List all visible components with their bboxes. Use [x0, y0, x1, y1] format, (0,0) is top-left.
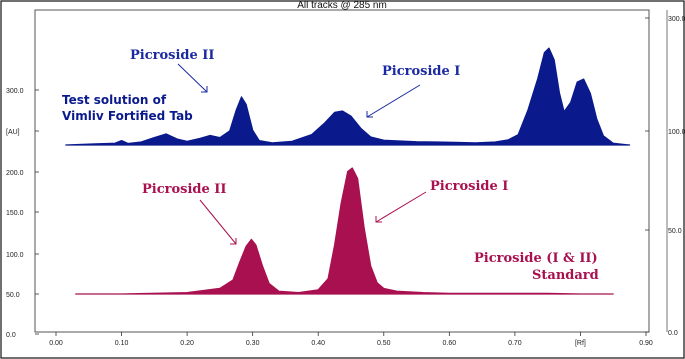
arrowhead-red-picroside-i — [375, 216, 382, 223]
y-right-tick-label: 300.0 — [668, 16, 685, 23]
arrow-blue-picroside-ii — [177, 63, 208, 93]
annotation-standard-line1: Picroside (I & II) — [474, 251, 598, 266]
annotation-blue-picroside-ii: Picroside II — [130, 48, 214, 63]
y-left-tick-label: 300.0 — [6, 88, 24, 95]
y-right-tick-label: 100.0 — [668, 129, 685, 136]
y-left-tick-label: 50.0 — [6, 292, 20, 299]
x-tick-label: 0.00 — [49, 340, 63, 347]
y-right-tick-label: 0.0 — [668, 330, 678, 337]
arrowhead-blue-picroside-i — [366, 111, 373, 118]
y-left-tick-label: 150.0 — [6, 210, 24, 217]
arrow-red-picroside-ii — [199, 199, 237, 245]
annotation-blue-picroside-i: Picroside I — [382, 64, 460, 79]
x-tick-label: 0.20 — [180, 340, 194, 347]
annotation-arrows — [177, 63, 427, 245]
x-tick-label: 0.90 — [639, 340, 653, 347]
x-tick-label: 0.30 — [246, 340, 260, 347]
arrow-red-picroside-i — [375, 191, 427, 223]
y-left-tick-label: [AU] — [6, 129, 20, 136]
arrowhead-blue-picroside-ii — [201, 86, 208, 93]
x-tick-label: 0.70 — [508, 340, 522, 347]
y-left-tick-label: 0.0 — [6, 332, 16, 339]
x-tick-label: 0.50 — [377, 340, 391, 347]
series-area-1 — [65, 47, 631, 146]
x-tick-label: 0.10 — [115, 340, 129, 347]
x-tick-label: 0.40 — [311, 340, 325, 347]
series-area-2 — [75, 167, 614, 295]
y-left-tick-label: 200.0 — [6, 170, 24, 177]
y-right-tick-label: 50.0 — [668, 228, 682, 235]
annotation-test-solution-line2: Vimliv Fortified Tab — [62, 109, 193, 123]
annotation-test-solution-line1: Test solution of — [62, 93, 167, 107]
x-tick-label: 0.60 — [443, 340, 457, 347]
x-tick-label: [Rf] — [575, 340, 586, 347]
annotation-standard-line2: Standard — [532, 268, 599, 283]
y-left-tick-label: 100.0 — [6, 252, 24, 259]
arrow-blue-picroside-i — [366, 84, 421, 118]
annotation-red-picroside-i: Picroside I — [430, 179, 508, 194]
chart-title: All tracks @ 285 nm — [297, 0, 387, 11]
arrowhead-red-picroside-ii — [230, 238, 237, 245]
annotation-red-picroside-ii: Picroside II — [142, 182, 226, 197]
